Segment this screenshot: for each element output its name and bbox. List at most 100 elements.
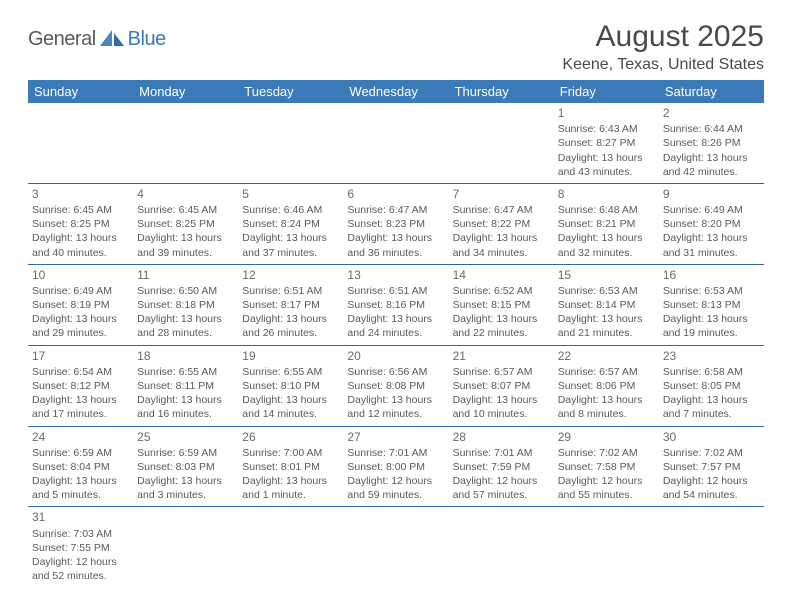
day-number: 31: [32, 509, 129, 525]
day-dl1: Daylight: 12 hours: [558, 474, 655, 488]
day-set: Sunset: 8:23 PM: [347, 217, 444, 231]
day-set: Sunset: 8:04 PM: [32, 460, 129, 474]
day-dl1: Daylight: 12 hours: [32, 555, 129, 569]
day-set: Sunset: 8:07 PM: [453, 379, 550, 393]
calendar-cell: 2Sunrise: 6:44 AMSunset: 8:26 PMDaylight…: [659, 103, 764, 183]
day-rise: Sunrise: 6:45 AM: [137, 203, 234, 217]
calendar-cell: 15Sunrise: 6:53 AMSunset: 8:14 PMDayligh…: [554, 264, 659, 345]
day-dl2: and 32 minutes.: [558, 246, 655, 260]
day-number: 5: [242, 186, 339, 202]
day-dl1: Daylight: 12 hours: [347, 474, 444, 488]
day-rise: Sunrise: 6:45 AM: [32, 203, 129, 217]
day-dl1: Daylight: 13 hours: [558, 151, 655, 165]
day-dl1: Daylight: 13 hours: [663, 393, 760, 407]
day-number: 1: [558, 105, 655, 121]
day-dl2: and 55 minutes.: [558, 488, 655, 502]
day-dl1: Daylight: 13 hours: [453, 312, 550, 326]
calendar-cell: 22Sunrise: 6:57 AMSunset: 8:06 PMDayligh…: [554, 345, 659, 426]
day-rise: Sunrise: 6:53 AM: [558, 284, 655, 298]
day-dl2: and 29 minutes.: [32, 326, 129, 340]
logo-text-dark: General: [28, 28, 96, 51]
day-rise: Sunrise: 6:47 AM: [453, 203, 550, 217]
day-dl2: and 42 minutes.: [663, 165, 760, 179]
day-dl2: and 31 minutes.: [663, 246, 760, 260]
day-set: Sunset: 8:05 PM: [663, 379, 760, 393]
day-dl1: Daylight: 13 hours: [242, 312, 339, 326]
day-set: Sunset: 8:22 PM: [453, 217, 550, 231]
day-dl1: Daylight: 13 hours: [558, 393, 655, 407]
day-dl1: Daylight: 13 hours: [558, 231, 655, 245]
calendar-cell: 25Sunrise: 6:59 AMSunset: 8:03 PMDayligh…: [133, 426, 238, 507]
calendar-cell: 20Sunrise: 6:56 AMSunset: 8:08 PMDayligh…: [343, 345, 448, 426]
day-number: 27: [347, 429, 444, 445]
calendar-cell: 27Sunrise: 7:01 AMSunset: 8:00 PMDayligh…: [343, 426, 448, 507]
calendar-cell: [238, 103, 343, 183]
day-dl2: and 16 minutes.: [137, 407, 234, 421]
day-set: Sunset: 8:18 PM: [137, 298, 234, 312]
day-dl2: and 3 minutes.: [137, 488, 234, 502]
logo-text-blue: Blue: [128, 28, 166, 51]
calendar-cell: 10Sunrise: 6:49 AMSunset: 8:19 PMDayligh…: [28, 264, 133, 345]
day-number: 16: [663, 267, 760, 283]
day-number: 3: [32, 186, 129, 202]
dow-header: Monday: [133, 80, 238, 103]
day-set: Sunset: 8:17 PM: [242, 298, 339, 312]
day-rise: Sunrise: 6:49 AM: [32, 284, 129, 298]
day-number: 23: [663, 348, 760, 364]
day-dl2: and 36 minutes.: [347, 246, 444, 260]
day-dl2: and 54 minutes.: [663, 488, 760, 502]
day-rise: Sunrise: 6:59 AM: [32, 446, 129, 460]
day-set: Sunset: 8:11 PM: [137, 379, 234, 393]
day-set: Sunset: 8:16 PM: [347, 298, 444, 312]
dow-header: Friday: [554, 80, 659, 103]
day-dl1: Daylight: 13 hours: [137, 474, 234, 488]
day-number: 14: [453, 267, 550, 283]
calendar-cell: [28, 103, 133, 183]
day-dl2: and 40 minutes.: [32, 246, 129, 260]
calendar-cell: 9Sunrise: 6:49 AMSunset: 8:20 PMDaylight…: [659, 183, 764, 264]
day-set: Sunset: 8:08 PM: [347, 379, 444, 393]
day-set: Sunset: 8:25 PM: [137, 217, 234, 231]
calendar-cell: 14Sunrise: 6:52 AMSunset: 8:15 PMDayligh…: [449, 264, 554, 345]
day-number: 18: [137, 348, 234, 364]
day-set: Sunset: 7:59 PM: [453, 460, 550, 474]
day-number: 25: [137, 429, 234, 445]
day-number: 28: [453, 429, 550, 445]
day-dl1: Daylight: 13 hours: [137, 393, 234, 407]
calendar-row: 1Sunrise: 6:43 AMSunset: 8:27 PMDaylight…: [28, 103, 764, 183]
day-dl2: and 21 minutes.: [558, 326, 655, 340]
day-set: Sunset: 8:19 PM: [32, 298, 129, 312]
day-rise: Sunrise: 6:48 AM: [558, 203, 655, 217]
day-number: 4: [137, 186, 234, 202]
day-set: Sunset: 7:58 PM: [558, 460, 655, 474]
dow-header: Sunday: [28, 80, 133, 103]
day-rise: Sunrise: 6:54 AM: [32, 365, 129, 379]
day-rise: Sunrise: 6:58 AM: [663, 365, 760, 379]
calendar-cell: [659, 507, 764, 587]
day-rise: Sunrise: 7:01 AM: [453, 446, 550, 460]
day-dl1: Daylight: 13 hours: [32, 474, 129, 488]
calendar-cell: 16Sunrise: 6:53 AMSunset: 8:13 PMDayligh…: [659, 264, 764, 345]
day-rise: Sunrise: 7:03 AM: [32, 527, 129, 541]
calendar-cell: 8Sunrise: 6:48 AMSunset: 8:21 PMDaylight…: [554, 183, 659, 264]
day-set: Sunset: 8:21 PM: [558, 217, 655, 231]
day-dl1: Daylight: 13 hours: [32, 312, 129, 326]
day-number: 10: [32, 267, 129, 283]
day-dl1: Daylight: 13 hours: [453, 393, 550, 407]
day-dl2: and 28 minutes.: [137, 326, 234, 340]
day-set: Sunset: 8:03 PM: [137, 460, 234, 474]
day-number: 8: [558, 186, 655, 202]
calendar-cell: [449, 507, 554, 587]
day-set: Sunset: 8:00 PM: [347, 460, 444, 474]
day-rise: Sunrise: 6:44 AM: [663, 122, 760, 136]
calendar-row: 3Sunrise: 6:45 AMSunset: 8:25 PMDaylight…: [28, 183, 764, 264]
calendar-row: 31Sunrise: 7:03 AMSunset: 7:55 PMDayligh…: [28, 507, 764, 587]
day-set: Sunset: 8:25 PM: [32, 217, 129, 231]
day-rise: Sunrise: 6:47 AM: [347, 203, 444, 217]
calendar-cell: 3Sunrise: 6:45 AMSunset: 8:25 PMDaylight…: [28, 183, 133, 264]
day-number: 12: [242, 267, 339, 283]
day-set: Sunset: 8:15 PM: [453, 298, 550, 312]
dow-header: Thursday: [449, 80, 554, 103]
day-dl1: Daylight: 13 hours: [558, 312, 655, 326]
calendar-cell: [343, 103, 448, 183]
